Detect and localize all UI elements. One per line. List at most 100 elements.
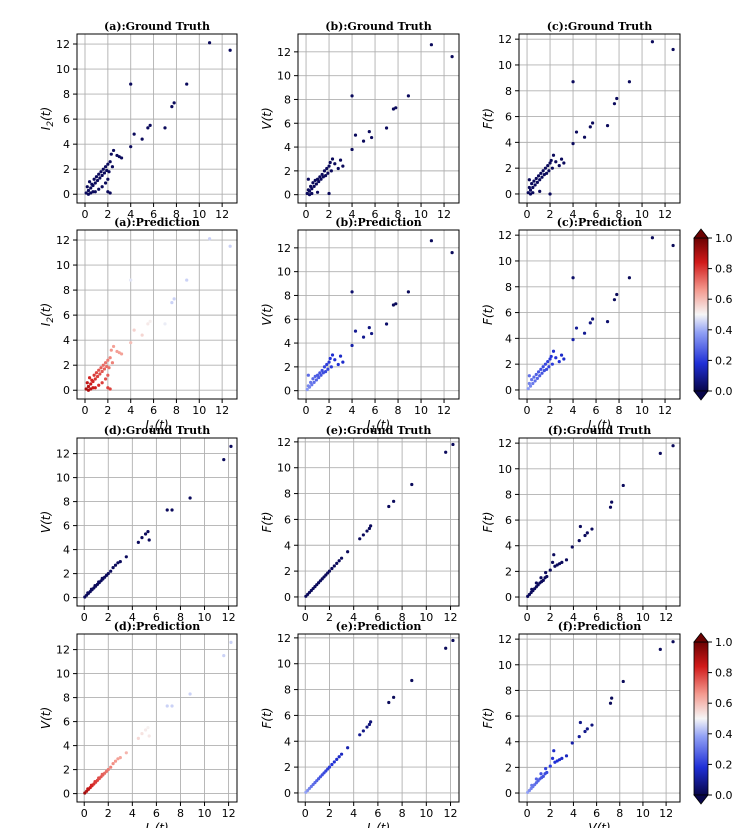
data-point: [143, 728, 148, 732]
y-tick-label: 6: [284, 313, 291, 326]
data-point: [540, 371, 544, 375]
y-tick-label: 4: [505, 136, 512, 149]
x-tick-label: 10: [419, 611, 433, 624]
x-tick-label: 0: [524, 208, 531, 221]
data-point: [550, 756, 555, 760]
y-tick-label: 12: [498, 633, 512, 646]
data-point: [89, 186, 93, 190]
x-tick-label: 6: [150, 208, 157, 221]
data-point: [315, 373, 320, 377]
data-point: [444, 450, 448, 454]
data-point: [106, 358, 110, 362]
data-point: [608, 701, 613, 705]
data-point: [327, 569, 332, 573]
x-tick-label: 8: [395, 404, 402, 417]
data-point: [324, 370, 328, 374]
x-tick-label: 0: [303, 208, 310, 221]
y-tick-label: 6: [505, 307, 512, 320]
y-tick-label: 10: [56, 259, 70, 272]
data-point: [337, 755, 341, 759]
data-point: [109, 569, 113, 573]
y-tick-label: 4: [63, 544, 70, 557]
data-point: [337, 559, 341, 563]
plot-area: [298, 438, 459, 606]
y-tick-label: 10: [277, 70, 291, 83]
data-point: [222, 654, 226, 658]
scatter-panel-4: 0 2 4 6 8 10 12 0 2 4 6 8 10 12 (a):Prediction I2(t) I1(…: [39, 216, 238, 435]
x-tick-label: 12: [215, 404, 229, 417]
axes-frame: [76, 437, 238, 607]
data-point: [87, 376, 92, 380]
data-point: [320, 172, 324, 177]
y-tick-label: 8: [284, 488, 291, 501]
y-tick-label: 2: [63, 163, 70, 176]
data-point: [95, 178, 100, 183]
data-point: [317, 179, 321, 184]
data-point: [100, 173, 104, 178]
x-tick-label: 2: [547, 208, 554, 221]
data-point: [339, 752, 344, 756]
data-point: [544, 767, 548, 771]
data-point: [591, 121, 595, 125]
data-point: [119, 156, 124, 160]
data-point: [172, 297, 176, 301]
data-point: [103, 361, 108, 365]
y-tick-label: 2: [505, 162, 512, 175]
y-tick-label: 4: [284, 735, 291, 748]
x-tick-label: 10: [192, 404, 206, 417]
data-point: [387, 700, 391, 705]
data-point: [97, 187, 101, 191]
data-point: [346, 746, 350, 750]
data-point: [146, 530, 150, 534]
scatter-panel-7: 0 2 4 6 8 10 12 0 2 4 6 8 10 12 (d):Ground Truth V(t): [39, 424, 238, 624]
scatter-panel-10: 0 2 4 6 8 10 12 0 2 4 6 8 10 12 (d):Prediction V(t) I2(t…: [39, 620, 238, 828]
data-point: [108, 387, 112, 391]
data-point: [544, 571, 548, 575]
scatter-panel-11: 0 2 4 6 8 10 12 0 2 4 6 8 10 12 (e):Prediction F(t) I2(t…: [260, 620, 460, 828]
data-point: [172, 101, 176, 105]
data-point: [547, 365, 551, 369]
data-point: [550, 560, 555, 564]
data-point: [94, 175, 99, 179]
data-point: [332, 760, 336, 764]
axes-frame: [76, 633, 238, 803]
data-point: [109, 765, 113, 769]
y-tick-label: 10: [277, 658, 291, 671]
data-point: [450, 55, 454, 59]
y-tick-label: 2: [505, 565, 512, 578]
y-tick-label: 8: [284, 289, 291, 302]
colorbar-extend-max: [693, 228, 709, 239]
data-point: [392, 695, 396, 699]
y-tick-label: 0: [284, 385, 291, 398]
data-point: [450, 251, 454, 255]
data-point: [341, 164, 345, 168]
y-tick-label: 6: [284, 709, 291, 722]
data-point: [327, 191, 331, 196]
colorbar-tick-label: 0.0: [715, 385, 733, 398]
data-point: [93, 386, 97, 390]
data-point: [612, 102, 617, 106]
y-tick-label: 2: [284, 565, 291, 578]
x-tick-label: 4: [570, 611, 577, 624]
data-point: [315, 190, 320, 194]
data-point: [621, 483, 625, 488]
data-point: [93, 181, 97, 185]
data-point: [101, 363, 105, 367]
x-tick-label: 6: [593, 611, 600, 624]
plot-area: [77, 230, 237, 399]
data-point: [229, 444, 233, 448]
data-point: [310, 383, 314, 387]
data-point: [106, 373, 110, 377]
data-point: [658, 451, 662, 455]
data-point: [108, 160, 112, 164]
data-point: [330, 157, 335, 161]
axes-frame: [518, 33, 681, 204]
data-point: [384, 126, 389, 130]
y-axis-label: I2(t): [39, 303, 56, 326]
x-tick-label: 12: [215, 208, 229, 221]
data-point: [93, 377, 97, 381]
data-point: [99, 170, 103, 174]
x-tick-label: 4: [349, 404, 356, 417]
y-tick-label: 2: [63, 568, 70, 581]
scatter-panel-2: 0 2 4 6 8 10 12 0 2 4 6 8 10 12 (b):Ground Truth V(t): [260, 20, 460, 221]
